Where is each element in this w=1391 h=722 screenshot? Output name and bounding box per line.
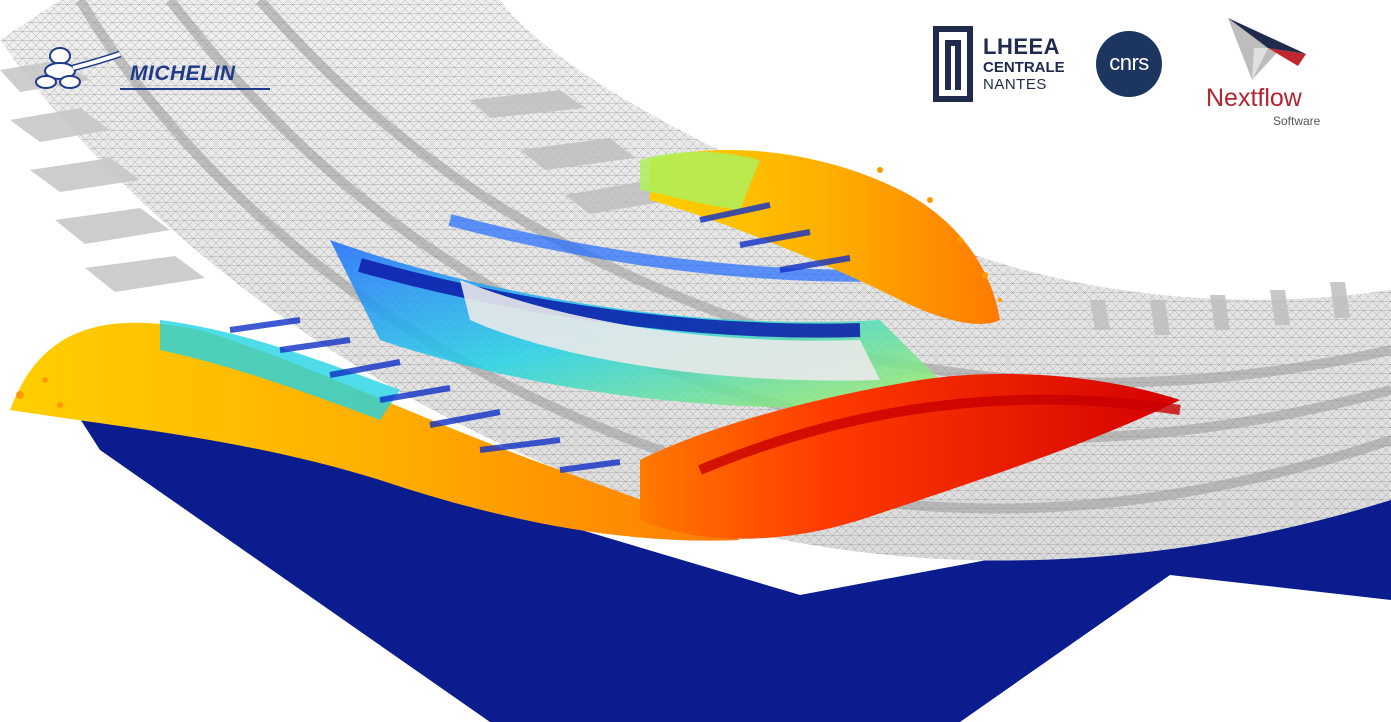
lheea-line-2: CENTRALE <box>983 59 1065 76</box>
centrale-nantes-mark-icon <box>933 26 973 102</box>
cnrs-wordmark: cnrs <box>1109 50 1149 75</box>
water-blue-streak-1 <box>358 258 861 338</box>
groove-flow-streaks <box>229 202 851 473</box>
nextflow-software-logo: Nextflow Software <box>1200 18 1350 130</box>
bibendum-icon <box>35 47 122 89</box>
cnrs-circle-icon <box>1096 31 1162 97</box>
water-hot-streak <box>698 394 1181 475</box>
tread-blocks-left <box>0 60 205 292</box>
cnrs-logo: cnrs <box>1095 30 1165 100</box>
water-splash-left <box>10 322 740 541</box>
lheea-centrale-nantes-logo: LHEEA CENTRALE NANTES <box>931 24 1081 108</box>
lheea-line-3: NANTES <box>983 76 1047 93</box>
water-hot-zone <box>640 373 1180 539</box>
michelin-logo: MICHELIN <box>28 44 278 94</box>
water-crest-upper-cool <box>640 151 760 210</box>
nextflow-wordmark: Nextflow <box>1206 84 1302 112</box>
water-splash-left-cool <box>160 320 400 420</box>
water-blue-streak-2 <box>448 214 901 282</box>
michelin-underline <box>120 88 270 90</box>
road-surface <box>50 372 1391 722</box>
michelin-wordmark: MICHELIN <box>130 62 236 85</box>
nextflow-swoosh-icon <box>1228 18 1306 80</box>
nextflow-subtitle: Software <box>1273 114 1321 128</box>
contact-patch <box>460 280 880 381</box>
lheea-line-1: LHEEA <box>983 34 1061 59</box>
spray-droplets <box>16 167 1002 408</box>
